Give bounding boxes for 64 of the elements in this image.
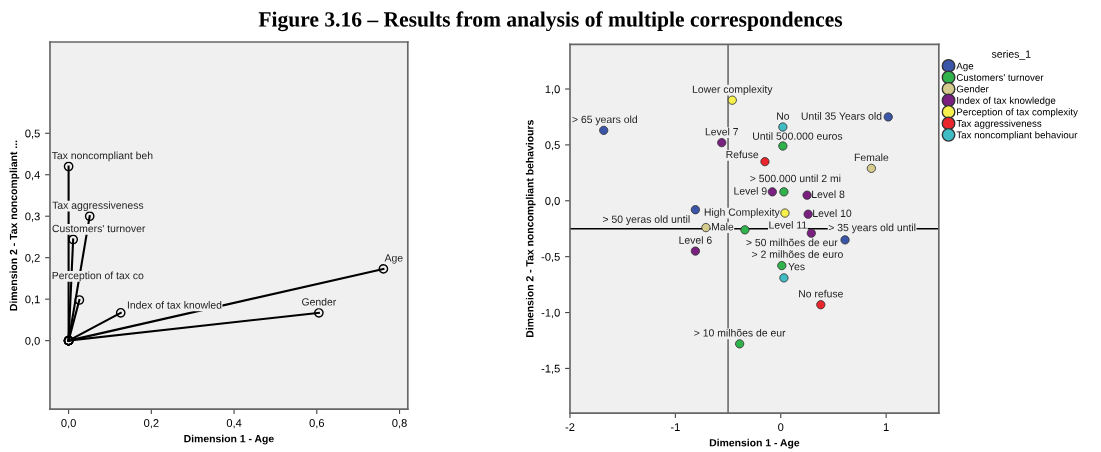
annotation: Level 9 (734, 186, 767, 195)
x-tick-label: 1 (883, 423, 889, 431)
x-tick-label: 0 (778, 423, 784, 432)
legend-label: Tax aggressiveness (956, 119, 1042, 129)
y-tick-label: 0,0 (545, 197, 560, 207)
y-tick-label: -1,5 (541, 364, 560, 374)
annotation: > 2 milhões de euro (752, 250, 843, 258)
y-tick-label: 0,5 (25, 129, 40, 139)
annotation: Perception of tax co (52, 271, 144, 282)
annotation: > 10 milhões de eur (694, 328, 786, 337)
annotation: Tax aggressiveness (52, 201, 144, 212)
annotation: > 50 milhões de eur (746, 238, 838, 247)
annotation: Level 7 (705, 127, 739, 136)
legend-label: Gender (956, 85, 989, 93)
legend-label: Age (956, 62, 974, 72)
annotation: No (777, 112, 790, 120)
y-tick-label: 0,1 (25, 295, 40, 305)
y-axis-title: Dimension 2 - Tax noncompliant behaviours (525, 120, 536, 338)
y-tick-label: 0,4 (25, 171, 40, 181)
y-tick-label: 0,3 (25, 212, 40, 222)
annotation: Male (711, 222, 734, 231)
legend-label: Tax noncompliant behaviour (956, 131, 1078, 141)
annotation: Level 10 (813, 209, 852, 217)
annotation: Until 500.000 euros (753, 132, 843, 140)
annotation: Customers' turnover (52, 224, 146, 233)
annotation: Refuse (726, 150, 759, 159)
annotation: Age (384, 254, 403, 264)
y-tick-label: -0,5 (541, 252, 560, 263)
annotation: Level 8 (812, 190, 845, 198)
annotation: Level 11 (769, 221, 807, 229)
annotation: > 65 years old (572, 115, 637, 126)
x-axis-title: Dimension 1 - Age (709, 438, 800, 449)
annotation: Female (854, 153, 889, 162)
annotation: High Complexity (704, 208, 780, 218)
legend-title: series_1 (991, 50, 1031, 60)
annotation: Level 6 (679, 236, 712, 244)
annotation: > 35 years old until (828, 223, 916, 234)
x-axis-title: Dimension 1 - Age (184, 434, 274, 445)
text: Figure 3.16 – Results from analysis of multiple correspondences (258, 11, 843, 32)
annotation: No refuse (799, 289, 843, 298)
legend-label: Customers' turnover (956, 74, 1044, 81)
y-tick-label: 0,5 (545, 141, 560, 151)
y-axis-title: Dimension 2 - Tax noncompliant ... (9, 140, 20, 311)
annotation: Index of tax knowled (127, 301, 222, 309)
annotation: > 500.000 until 2 mi (750, 174, 841, 183)
annotation: Tax noncompliant beh (51, 151, 153, 162)
x-tick-label: 0,2 (144, 419, 159, 429)
annotation: Until 35 Years old (801, 112, 882, 120)
y-tick-label: 0,0 (25, 336, 40, 347)
y-tick-label: -1,0 (541, 308, 560, 318)
legend-label: Index of tax knowledge (957, 96, 1056, 106)
annotation: > 50 yeras old until (602, 215, 690, 225)
x-tick-label: 0,6 (309, 419, 325, 429)
x-tick-label: 0,0 (61, 419, 76, 429)
x-tick-label: 0,4 (226, 419, 242, 429)
annotation: Gender (302, 297, 337, 306)
legend-label: Perception of tax complexity (957, 108, 1078, 118)
x-tick-label: -2 (565, 423, 575, 431)
y-tick-label: 0,2 (25, 253, 40, 264)
y-tick-label: 1,0 (545, 85, 560, 95)
annotation: Yes (788, 263, 805, 271)
x-tick-label: -1 (670, 423, 680, 431)
x-tick-label: 0,8 (392, 419, 407, 429)
annotation: Lower complexity (692, 85, 773, 95)
